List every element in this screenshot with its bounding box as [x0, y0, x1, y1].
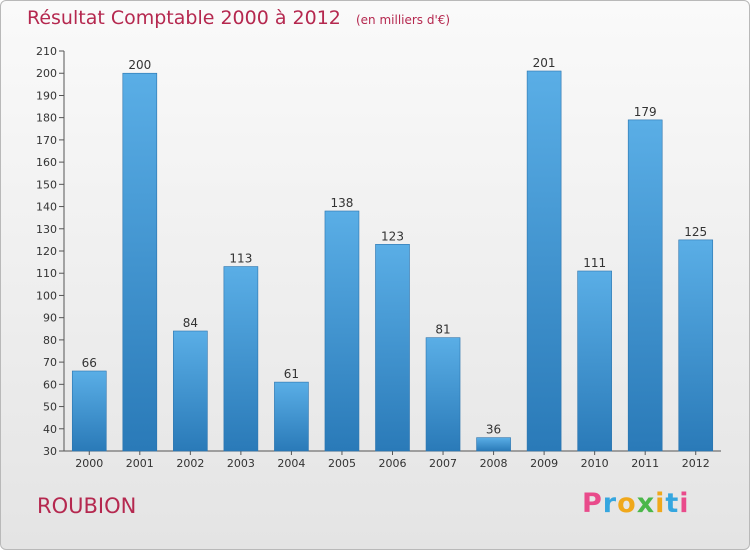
bar-value-label: 123 — [381, 229, 404, 243]
x-tick-label: 2004 — [277, 457, 305, 470]
x-tick-label: 2006 — [379, 457, 407, 470]
y-tick-label: 110 — [36, 267, 57, 280]
bar-2011 — [627, 119, 663, 452]
y-tick-label: 170 — [36, 134, 57, 147]
bar-2007 — [425, 337, 461, 452]
y-tick-label: 100 — [36, 289, 57, 302]
y-tick-label: 40 — [43, 423, 57, 436]
commune-name: ROUBION — [37, 494, 137, 518]
x-tick-label: 2011 — [631, 457, 659, 470]
x-tick-label: 2001 — [126, 457, 154, 470]
bar-value-label: 66 — [82, 356, 97, 370]
x-tick-label: 2007 — [429, 457, 457, 470]
bar-value-label: 125 — [684, 225, 707, 239]
y-tick-label: 190 — [36, 89, 57, 102]
y-tick-label: 120 — [36, 245, 57, 258]
bar-2000 — [71, 370, 107, 452]
x-tick-label: 2009 — [530, 457, 558, 470]
chart-bars — [71, 70, 714, 452]
title-row: Résultat Comptable 2000 à 2012 (en milli… — [27, 7, 450, 29]
logo-letter: P — [582, 488, 603, 519]
bar-value-label: 113 — [229, 252, 252, 266]
logo-letter: t — [665, 488, 680, 519]
y-tick-label: 30 — [43, 445, 57, 458]
bar-2005 — [324, 210, 360, 452]
logo-letter: i — [679, 488, 690, 519]
y-tick-label: 150 — [36, 178, 57, 191]
bar-2004 — [274, 381, 309, 452]
bar-value-label: 84 — [183, 316, 198, 330]
x-tick-label: 2012 — [682, 457, 710, 470]
x-tick-label: 2000 — [75, 457, 103, 470]
logo-letter: o — [617, 488, 637, 519]
bar-value-label: 36 — [486, 423, 501, 437]
bar-value-label: 200 — [128, 58, 151, 72]
bar-value-label: 201 — [533, 56, 556, 70]
bar-2006 — [375, 244, 410, 452]
chart-labels: 66 200 84 113 61 138 123 81 36 201 111 179 125 — [82, 56, 708, 437]
y-tick-label: 60 — [43, 378, 57, 391]
bar-value-label: 61 — [284, 367, 299, 381]
logo-letter: x — [636, 488, 656, 519]
y-tick-label: 50 — [43, 401, 57, 414]
bar-2012 — [678, 239, 714, 452]
bar-2001 — [122, 72, 158, 452]
chart-title: Résultat Comptable 2000 à 2012 — [27, 7, 341, 29]
y-tick-label: 210 — [36, 45, 57, 58]
y-tick-label: 70 — [43, 356, 57, 369]
bar-value-label: 81 — [435, 323, 450, 337]
bar-2003 — [223, 266, 259, 452]
bar-2008 — [476, 437, 511, 452]
x-tick-label: 2008 — [480, 457, 508, 470]
logo-letter: r — [602, 488, 618, 519]
chart-subtitle: (en milliers d'€) — [355, 13, 451, 27]
y-tick-label: 140 — [36, 201, 57, 214]
bar-2010 — [577, 270, 612, 452]
y-tick-label: 160 — [36, 156, 57, 169]
y-tick-label: 80 — [43, 334, 57, 347]
y-tick-label: 180 — [36, 112, 57, 125]
logo-letter: i — [655, 488, 666, 519]
x-tick-label: 2003 — [227, 457, 255, 470]
bar-value-label: 138 — [331, 196, 354, 210]
y-tick-label: 90 — [43, 312, 57, 325]
bar-value-label: 111 — [583, 256, 606, 270]
x-tick-label: 2010 — [581, 457, 609, 470]
bar-2009 — [526, 70, 562, 452]
y-tick-label: 200 — [36, 67, 57, 80]
proxiti-logo[interactable]: Proxiti — [582, 488, 690, 519]
x-tick-label: 2002 — [176, 457, 204, 470]
x-tick-label: 2005 — [328, 457, 356, 470]
bar-2002 — [173, 330, 208, 452]
y-tick-label: 130 — [36, 223, 57, 236]
bar-value-label: 179 — [634, 105, 657, 119]
